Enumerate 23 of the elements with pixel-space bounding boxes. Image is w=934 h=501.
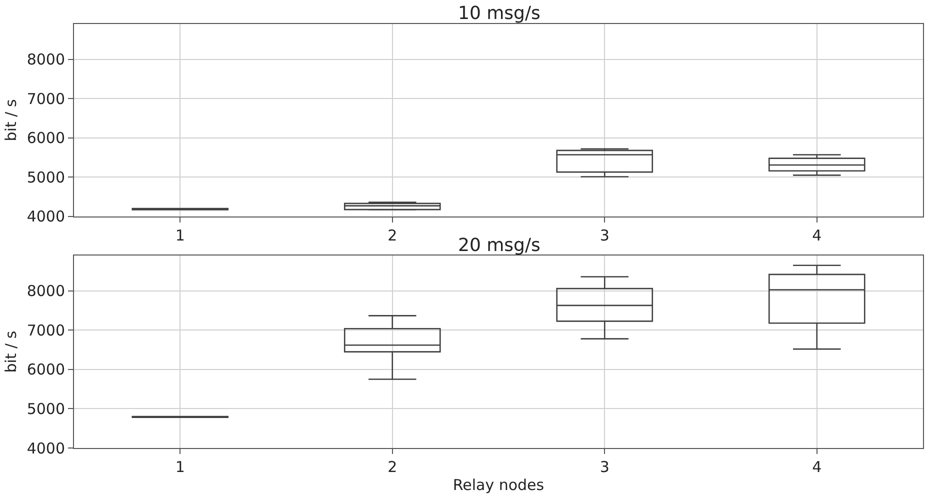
y-tick-label: 4000 <box>26 439 65 458</box>
x-tick-label: 1 <box>175 458 185 476</box>
x-tick-label: 3 <box>600 458 610 476</box>
y-tick-label: 5000 <box>26 168 65 186</box>
y-tick-label: 6000 <box>26 129 65 148</box>
x-tick-label: 3 <box>600 226 610 244</box>
chart-title: 20 msg/s <box>458 235 540 256</box>
y-tick-label: 6000 <box>26 360 65 379</box>
y-axis-title: bit / s <box>2 330 20 373</box>
x-tick-label: 2 <box>388 458 398 476</box>
chart-title: 10 msg/s <box>458 3 540 24</box>
y-tick-label: 5000 <box>26 400 65 418</box>
x-tick-label: 2 <box>388 226 398 244</box>
y-tick-label: 7000 <box>26 90 65 108</box>
y-tick-label: 4000 <box>26 208 65 226</box>
x-tick-label: 4 <box>812 458 822 476</box>
y-tick-label: 8000 <box>26 282 65 300</box>
x-tick-label: 4 <box>812 226 822 244</box>
x-tick-label: 1 <box>175 226 185 244</box>
y-tick-label: 7000 <box>26 321 65 340</box>
x-axis-title: Relay nodes <box>452 476 544 494</box>
y-tick-label: 8000 <box>26 50 65 69</box>
y-axis-title: bit / s <box>2 99 20 142</box>
